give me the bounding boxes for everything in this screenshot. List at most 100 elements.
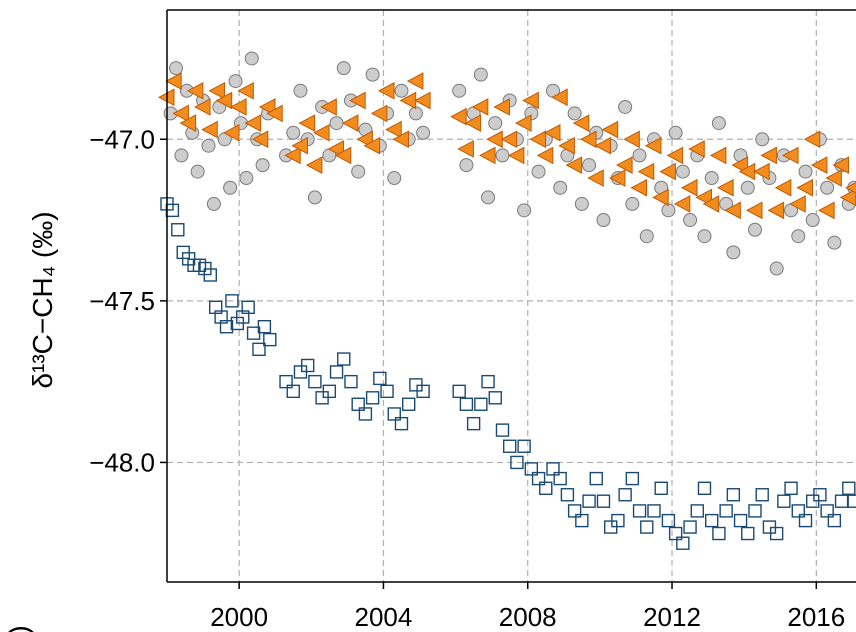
square-marker xyxy=(755,488,769,502)
x-tick-label: 2004 xyxy=(355,602,413,632)
triangle-marker xyxy=(608,169,626,187)
square-marker xyxy=(546,462,560,476)
square-marker xyxy=(719,504,733,518)
square-marker xyxy=(847,494,856,508)
square-marker xyxy=(596,494,611,508)
triangle-marker xyxy=(681,178,698,197)
square-marker xyxy=(820,504,834,518)
circle-marker xyxy=(596,213,611,228)
y-tick-label: −47.5 xyxy=(89,286,155,316)
circle-marker xyxy=(668,125,683,140)
square-marker xyxy=(582,494,596,508)
circle-marker xyxy=(206,196,221,211)
circle-marker xyxy=(351,164,366,179)
grid-lines xyxy=(167,10,856,582)
circle-marker xyxy=(704,171,719,186)
square-marker xyxy=(510,455,524,470)
triangle-marker xyxy=(745,201,763,220)
square-marker xyxy=(257,320,272,334)
circle-marker xyxy=(307,190,322,205)
y-tick-label: −48.0 xyxy=(89,447,155,477)
square-marker xyxy=(647,504,661,518)
square-marker xyxy=(524,462,539,476)
circle-marker xyxy=(286,125,301,140)
circle-marker xyxy=(169,61,184,76)
square-marker xyxy=(466,416,481,431)
y-axis-label: δ¹³C−CH₄ (‰) xyxy=(27,211,58,388)
triangle-marker xyxy=(673,195,691,213)
x-tick-label: 2008 xyxy=(499,602,557,632)
triangle-marker xyxy=(208,81,226,100)
circle-marker xyxy=(740,180,755,195)
triangle-marker xyxy=(406,72,424,90)
square-marker xyxy=(654,481,668,495)
square-marker xyxy=(791,504,805,518)
square-marker xyxy=(263,332,277,347)
square-marker xyxy=(741,526,755,541)
square-marker xyxy=(712,526,726,541)
triangle-marker xyxy=(782,146,799,165)
triangle-marker xyxy=(298,114,316,132)
square-marker xyxy=(459,397,474,411)
triangle-marker xyxy=(601,120,619,139)
square-marker xyxy=(358,407,373,421)
circle-marker xyxy=(632,148,647,163)
circle-marker xyxy=(293,83,308,98)
series-markers xyxy=(157,51,856,550)
square-marker xyxy=(575,513,589,528)
triangle-marker xyxy=(644,136,662,155)
circle-marker xyxy=(488,116,503,131)
square-marker xyxy=(502,439,517,453)
square-marker xyxy=(203,268,217,282)
circle-marker xyxy=(827,235,842,250)
square-marker xyxy=(308,374,322,389)
triangle-marker xyxy=(587,169,604,187)
square-marker xyxy=(842,481,856,495)
circle-marker xyxy=(798,164,813,179)
square-marker xyxy=(373,371,387,386)
circle-marker xyxy=(820,180,835,195)
triangle-marker xyxy=(594,136,611,155)
triangle-marker xyxy=(291,136,308,155)
triangle-marker xyxy=(500,130,518,149)
triangle-marker xyxy=(579,130,597,149)
triangle-marker xyxy=(688,140,705,158)
triangle-marker xyxy=(818,201,835,220)
triangle-marker xyxy=(471,98,489,116)
triangle-marker xyxy=(377,81,395,100)
circle-marker xyxy=(387,171,402,186)
triangle-marker xyxy=(251,130,269,149)
triangle-marker xyxy=(536,146,554,165)
circle-marker xyxy=(711,116,726,131)
square-marker xyxy=(252,342,266,357)
square-marker xyxy=(452,384,466,399)
square-marker xyxy=(726,488,741,502)
square-marker xyxy=(705,513,719,528)
circle-marker xyxy=(805,213,820,228)
triangle-marker xyxy=(529,130,547,149)
circle-marker xyxy=(365,67,380,82)
circle-marker xyxy=(452,83,467,98)
square-marker xyxy=(286,384,300,399)
circle-marker xyxy=(618,99,633,114)
triangle-marker xyxy=(464,114,482,132)
circle-marker xyxy=(683,213,698,228)
circle-marker xyxy=(201,138,216,153)
square-marker xyxy=(337,352,351,366)
triangle-marker xyxy=(551,88,568,107)
square-marker xyxy=(495,423,510,437)
circle-marker xyxy=(174,148,189,163)
triangle-marker xyxy=(753,162,770,181)
triangle-marker xyxy=(320,98,337,116)
square-marker xyxy=(394,416,409,431)
square-marker xyxy=(618,488,632,502)
triangle-marker xyxy=(637,162,655,181)
partial-bottom-label: ) xyxy=(3,625,34,632)
square-marker xyxy=(683,520,697,534)
triangle-marker xyxy=(652,188,669,207)
square-marker xyxy=(279,374,293,389)
square-marker xyxy=(632,504,647,518)
triangle-marker xyxy=(543,123,561,142)
triangle-marker xyxy=(363,136,381,155)
square-marker xyxy=(322,384,337,399)
